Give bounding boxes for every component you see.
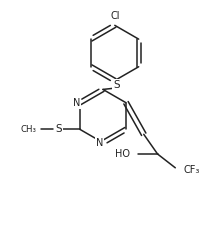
Text: Cl: Cl xyxy=(110,11,120,21)
Text: HO: HO xyxy=(115,149,130,159)
Text: N: N xyxy=(72,98,80,108)
Text: CH₃: CH₃ xyxy=(21,125,37,134)
Text: N: N xyxy=(95,138,103,148)
Text: S: S xyxy=(113,80,120,90)
Text: S: S xyxy=(55,124,62,134)
Text: CF₃: CF₃ xyxy=(183,165,200,175)
